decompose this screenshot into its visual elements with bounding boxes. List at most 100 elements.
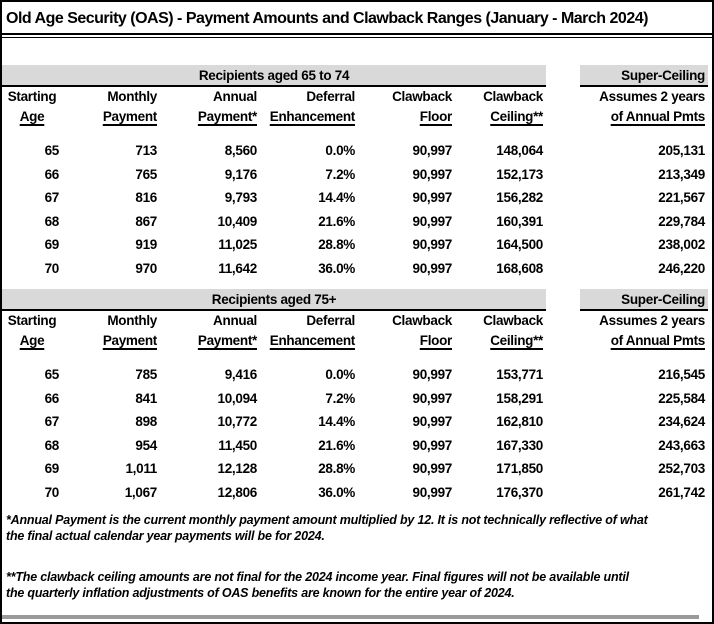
table-row: 65 713 8,560 0.0% 90,997 148,064 205,131	[2, 139, 712, 163]
cell-clawback-ceiling: 168,608	[496, 260, 543, 276]
row-gap	[546, 139, 580, 163]
column-header-clawback-floor-sub: Floor	[419, 109, 453, 124]
table-section: Recipients aged 65 to 74 Super-Ceiling Sta…	[2, 65, 712, 280]
super-ceiling-band: Super-Ceiling	[580, 289, 708, 311]
row-gap	[546, 233, 580, 257]
table-row: 66 841 10,094 7.2% 90,997 158,291 225,584	[2, 387, 712, 411]
cell-clawback-floor: 90,997	[412, 143, 453, 158]
column-header-annual-payment-sub: Payment*	[197, 109, 257, 124]
cell-super-ceiling: 261,742	[658, 484, 705, 500]
footnote-line: the quarterly inflation adjustments of O…	[6, 585, 515, 600]
band-row: Recipients aged 75+ Super-Ceiling	[2, 289, 712, 311]
table-row: 69 919 11,025 28.8% 90,997 164,500 238,002	[2, 233, 712, 257]
cell-monthly-payment: 898	[135, 414, 157, 429]
column-header-clawback-ceiling: Clawback	[483, 313, 543, 328]
table-row: 70 1,067 12,806 36.0% 90,997 176,370 261,742	[2, 481, 712, 505]
cell-starting-age: 67	[44, 190, 60, 205]
cell-starting-age: 65	[44, 143, 60, 158]
column-header-monthly-payment: Monthly	[107, 313, 157, 328]
section-header-band: Recipients aged 75+	[2, 289, 546, 311]
cell-clawback-floor: 90,997	[412, 237, 453, 252]
cell-super-ceiling: 243,663	[658, 437, 705, 453]
cell-super-ceiling: 229,784	[658, 213, 705, 229]
row-gap	[546, 257, 580, 281]
table-row: 65 785 9,416 0.0% 90,997 153,771 216,545	[2, 363, 712, 387]
column-header-deferral-enhancement-sub: Enhancement	[269, 333, 356, 348]
column-header-deferral-enhancement-sub: Enhancement	[269, 109, 356, 124]
cell-deferral-enhancement: 7.2%	[325, 390, 355, 406]
row-gap	[546, 186, 580, 210]
cell-deferral-enhancement: 21.6%	[318, 213, 355, 229]
cell-starting-age: 69	[44, 461, 60, 476]
cell-starting-age: 66	[44, 390, 60, 406]
table-row: 70 970 11,642 36.0% 90,997 168,608 246,220	[2, 257, 712, 281]
column-header-super-ceiling: Assumes 2 years	[599, 313, 705, 328]
title-double-rule	[2, 33, 712, 38]
cell-starting-age: 70	[44, 260, 60, 276]
column-header-deferral-enhancement: Deferral	[306, 89, 355, 104]
row-gap	[546, 387, 580, 411]
table-row: 68 867 10,409 21.6% 90,997 160,391 229,784	[2, 210, 712, 234]
cell-deferral-enhancement: 14.4%	[318, 414, 355, 429]
table-row: 69 1,011 12,128 28.8% 90,997 171,850 252,703	[2, 457, 712, 481]
cell-clawback-floor: 90,997	[412, 437, 453, 453]
cell-monthly-payment: 713	[135, 143, 157, 158]
cell-clawback-ceiling: 152,173	[496, 166, 543, 182]
cell-starting-age: 70	[44, 484, 60, 500]
cell-deferral-enhancement: 7.2%	[325, 166, 355, 182]
column-header-clawback-floor: Clawback	[392, 313, 452, 328]
cell-monthly-payment: 1,067	[124, 484, 158, 500]
cell-deferral-enhancement: 36.0%	[318, 484, 355, 500]
cell-starting-age: 65	[44, 367, 60, 382]
cell-super-ceiling: 225,584	[658, 390, 705, 406]
row-gap	[546, 457, 580, 481]
table-row: 66 765 9,176 7.2% 90,997 152,173 213,349	[2, 163, 712, 187]
column-header-starting-age-sub: Age	[19, 333, 45, 348]
band-gap	[546, 65, 580, 87]
cell-annual-payment: 9,793	[224, 190, 258, 205]
cell-clawback-floor: 90,997	[412, 390, 453, 406]
cell-clawback-ceiling: 176,370	[496, 484, 543, 500]
column-header-monthly-payment-sub: Payment	[102, 109, 157, 124]
cell-deferral-enhancement: 28.8%	[318, 461, 355, 476]
cell-clawback-floor: 90,997	[412, 260, 453, 276]
cell-super-ceiling: 246,220	[658, 260, 705, 276]
column-header-annual-payment: Annual	[213, 313, 257, 328]
footnote-line: the final actual calendar year payments …	[6, 528, 325, 543]
cell-starting-age: 68	[44, 437, 60, 453]
row-gap	[546, 434, 580, 458]
cell-monthly-payment: 867	[135, 213, 157, 229]
column-header-super-ceiling-sub: of Annual Pmts	[610, 109, 706, 124]
cell-clawback-floor: 90,997	[412, 461, 453, 476]
column-header-starting-age: Starting	[7, 89, 57, 104]
cell-super-ceiling: 234,624	[658, 414, 705, 429]
cell-deferral-enhancement: 14.4%	[318, 190, 355, 205]
cell-annual-payment: 8,560	[224, 143, 258, 158]
row-gap	[546, 163, 580, 187]
column-header-clawback-floor-sub: Floor	[419, 333, 453, 348]
cell-clawback-ceiling: 156,282	[496, 190, 543, 205]
column-header-clawback-ceiling: Clawback	[483, 89, 543, 104]
cell-clawback-floor: 90,997	[412, 484, 453, 500]
cell-clawback-ceiling: 171,850	[496, 461, 543, 476]
table-body: 65 785 9,416 0.0% 90,997 153,771 216,545 66 841 1…	[2, 363, 712, 504]
table-body: 65 713 8,560 0.0% 90,997 148,064 205,131 66 765 9…	[2, 139, 712, 280]
cell-clawback-ceiling: 167,330	[496, 437, 543, 453]
row-gap	[546, 410, 580, 434]
footnote-annual-payment: *Annual Payment is the current monthly p…	[6, 513, 708, 544]
cell-starting-age: 69	[44, 237, 60, 252]
footnote-line: *Annual Payment is the current monthly p…	[6, 513, 648, 527]
cell-clawback-ceiling: 164,500	[496, 237, 543, 252]
cell-monthly-payment: 765	[135, 166, 157, 182]
cell-monthly-payment: 919	[135, 237, 157, 252]
cell-monthly-payment: 970	[135, 260, 157, 276]
column-header-clawback-ceiling-sub: Ceiling**	[490, 333, 543, 348]
row-gap	[546, 363, 580, 387]
cell-super-ceiling: 205,131	[658, 143, 705, 158]
cell-clawback-ceiling: 160,391	[496, 213, 543, 229]
cell-super-ceiling: 238,002	[658, 237, 705, 252]
super-ceiling-band: Super-Ceiling	[580, 65, 708, 87]
table-row: 67 816 9,793 14.4% 90,997 156,282 221,567	[2, 186, 712, 210]
header-gap	[546, 87, 580, 107]
column-headers-line1: Starting Monthly Annual Deferral Clawback Cla…	[2, 87, 712, 107]
